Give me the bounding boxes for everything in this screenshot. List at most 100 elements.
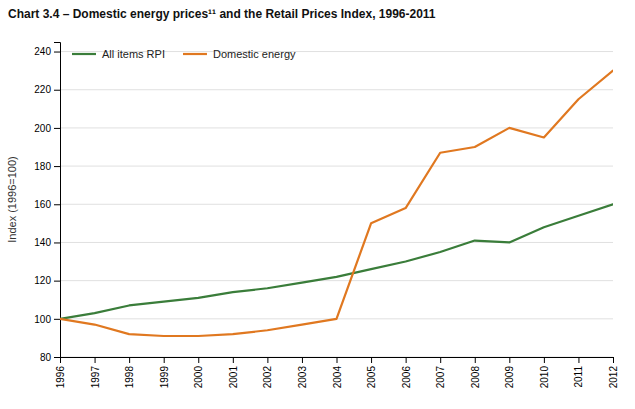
y-tick: 80 bbox=[40, 352, 60, 363]
x-tick-mark bbox=[60, 357, 61, 363]
x-tick: 2003 bbox=[297, 357, 308, 388]
legend-swatch bbox=[72, 53, 96, 55]
x-tick-mark bbox=[267, 357, 268, 363]
x-tick-label: 2006 bbox=[401, 366, 412, 389]
y-tick: 120 bbox=[34, 275, 60, 286]
y-tick-mark bbox=[54, 357, 60, 358]
x-tick-label: 2005 bbox=[366, 366, 377, 389]
legend-item: Domestic energy bbox=[183, 48, 296, 60]
x-tick-label: 2002 bbox=[262, 366, 273, 389]
y-tick-label: 120 bbox=[34, 275, 51, 286]
x-tick-mark bbox=[337, 357, 338, 363]
x-tick-mark bbox=[544, 357, 545, 363]
x-tick-label: 1997 bbox=[90, 366, 101, 389]
x-tick: 2012 bbox=[608, 357, 619, 388]
x-tick-mark bbox=[475, 357, 476, 363]
grid bbox=[60, 52, 613, 357]
x-axis-line bbox=[61, 358, 614, 364]
legend-label: Domestic energy bbox=[213, 48, 296, 60]
x-tick-label: 2004 bbox=[332, 366, 343, 389]
x-tick-mark bbox=[509, 357, 510, 363]
series-group bbox=[60, 71, 613, 336]
x-tick-mark bbox=[406, 357, 407, 363]
x-tick: 1997 bbox=[90, 357, 101, 388]
y-tick-label: 80 bbox=[40, 352, 52, 363]
y-tick-mark bbox=[54, 204, 60, 205]
y-axis-title: Index (1996=100) bbox=[6, 156, 18, 243]
y-tick: 180 bbox=[34, 161, 60, 172]
y-tick-mark bbox=[54, 242, 60, 243]
y-axis: 80 100 120 140 160 180 200 220 240 bbox=[34, 43, 60, 363]
x-tick: 2000 bbox=[193, 357, 204, 388]
x-tick: 2011 bbox=[573, 357, 584, 388]
x-tick: 2001 bbox=[228, 357, 239, 388]
y-tick-label: 180 bbox=[34, 161, 51, 172]
x-tick: 1996 bbox=[55, 357, 66, 388]
x-tick: 1999 bbox=[159, 357, 170, 388]
y-tick-label: 100 bbox=[34, 314, 51, 325]
x-tick-mark bbox=[440, 357, 441, 363]
x-tick-label: 2003 bbox=[297, 366, 308, 389]
legend-label: All items RPI bbox=[102, 48, 165, 60]
y-tick-mark bbox=[54, 90, 60, 91]
x-tick: 2002 bbox=[262, 357, 273, 388]
x-tick-label: 2011 bbox=[573, 366, 584, 388]
x-tick: 1998 bbox=[124, 357, 135, 388]
x-tick-label: 1998 bbox=[124, 366, 135, 389]
x-tick: 2009 bbox=[504, 357, 515, 388]
grid-line bbox=[60, 280, 613, 281]
y-tick-label: 200 bbox=[34, 123, 51, 134]
grid-line bbox=[60, 242, 613, 243]
grid-line bbox=[60, 127, 613, 128]
x-tick-label: 2000 bbox=[193, 366, 204, 389]
x-tick: 2004 bbox=[332, 357, 343, 388]
x-tick: 2005 bbox=[366, 357, 377, 388]
x-tick: 2007 bbox=[435, 357, 446, 388]
y-tick-label: 140 bbox=[34, 237, 51, 248]
x-tick-mark bbox=[198, 357, 199, 363]
x-tick-mark bbox=[164, 357, 165, 363]
x-tick-label: 1996 bbox=[55, 366, 66, 389]
x-tick-mark bbox=[233, 357, 234, 363]
y-tick-mark bbox=[54, 281, 60, 282]
x-tick: 2008 bbox=[470, 357, 481, 388]
x-tick-mark bbox=[302, 357, 303, 363]
y-tick-mark bbox=[54, 128, 60, 129]
x-tick-label: 2012 bbox=[608, 366, 619, 389]
x-tick-mark bbox=[129, 357, 130, 363]
legend: All items RPI Domestic energy bbox=[72, 48, 296, 60]
x-tick-mark bbox=[578, 357, 579, 363]
x-axis: 1996 1997 1998 1999 2000 2001 2002 2003 2004 2005… bbox=[55, 357, 619, 388]
legend-swatch bbox=[183, 53, 207, 55]
y-tick: 140 bbox=[34, 237, 60, 248]
x-tick-label: 2001 bbox=[228, 366, 239, 389]
x-tick-mark bbox=[371, 357, 372, 363]
x-tick-label: 2007 bbox=[435, 366, 446, 389]
grid-line bbox=[60, 89, 613, 90]
y-tick: 240 bbox=[34, 46, 60, 57]
series-line bbox=[60, 204, 613, 319]
series-line bbox=[60, 71, 613, 336]
legend-item: All items RPI bbox=[72, 48, 165, 60]
x-tick: 2010 bbox=[539, 357, 550, 388]
y-tick-mark bbox=[54, 166, 60, 167]
y-tick-mark bbox=[54, 319, 60, 320]
y-tick: 160 bbox=[34, 199, 60, 210]
y-tick-label: 240 bbox=[34, 46, 51, 57]
y-tick: 100 bbox=[34, 314, 60, 325]
x-tick-mark bbox=[95, 357, 96, 363]
y-tick-mark bbox=[54, 52, 60, 53]
x-tick-label: 1999 bbox=[159, 366, 170, 389]
y-tick: 200 bbox=[34, 123, 60, 134]
x-tick-label: 2008 bbox=[470, 366, 481, 389]
grid-line bbox=[60, 166, 613, 167]
x-tick-label: 2009 bbox=[504, 366, 515, 389]
plot: 8010012014016018020022024019961997199819… bbox=[34, 43, 619, 389]
x-tick: 2006 bbox=[401, 357, 412, 388]
y-tick-label: 220 bbox=[34, 84, 51, 95]
grid-line bbox=[60, 204, 613, 205]
x-tick-mark bbox=[613, 357, 614, 363]
y-tick: 220 bbox=[34, 84, 60, 95]
chart: Chart 3.4 – Domestic energy prices¹¹ and… bbox=[0, 0, 635, 409]
y-axis-line bbox=[54, 43, 61, 358]
